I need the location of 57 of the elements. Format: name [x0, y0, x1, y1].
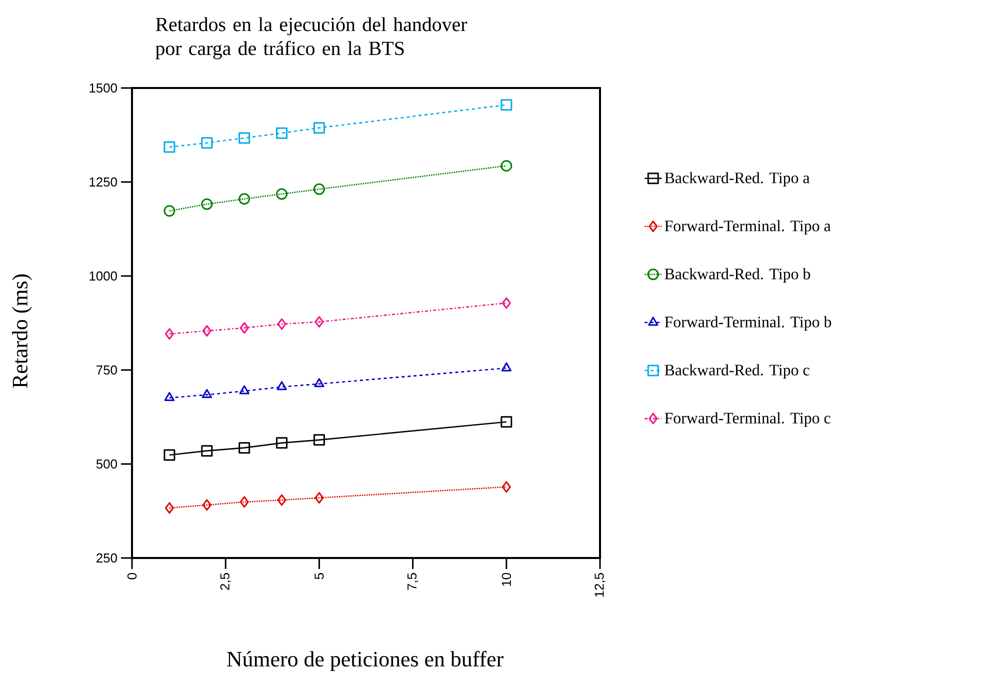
point	[276, 381, 287, 390]
x-tick-label: 10	[502, 573, 511, 586]
point	[240, 496, 249, 508]
point	[202, 389, 212, 398]
point	[313, 434, 325, 446]
y-tick-label: 1250	[90, 177, 117, 187]
point	[500, 416, 512, 428]
point	[314, 378, 324, 388]
point	[202, 325, 212, 337]
legend-label: Backward-Red. Tipo a	[664, 172, 810, 187]
point	[164, 392, 175, 402]
x-tick-label: 0	[127, 573, 137, 580]
point	[276, 127, 288, 139]
point	[314, 492, 324, 504]
point	[164, 502, 174, 514]
point	[239, 385, 250, 394]
y-axis-title: Retardo (ms)	[12, 274, 32, 388]
x-axis-title: Número de peticiones en buffer	[227, 650, 504, 672]
y-tick-label: 750	[96, 365, 117, 375]
point	[164, 141, 176, 153]
point	[202, 499, 212, 511]
point	[314, 316, 324, 328]
x-tick-label: 5	[314, 573, 324, 580]
point	[201, 198, 213, 210]
point	[277, 494, 286, 506]
y-tick-label: 500	[96, 459, 117, 469]
legend-label: Backward-Red. Tipo b	[664, 268, 810, 283]
point	[238, 193, 250, 205]
x-tick-label: 7,5	[408, 573, 418, 590]
point	[164, 449, 176, 461]
y-tick-label: 1000	[90, 271, 117, 281]
y-tick-label: 250	[96, 553, 117, 563]
chart-title: Retardos en la ejecución del handover por carga de tráfico en la BTS	[156, 17, 468, 60]
legend-label: Forward-Terminal. Tipo b	[664, 316, 832, 331]
point	[276, 188, 288, 200]
point	[277, 318, 286, 330]
y-tick-label: 1500	[90, 83, 117, 93]
point	[502, 481, 511, 493]
legend-label: Forward-Terminal. Tipo a	[664, 220, 831, 235]
point	[501, 362, 512, 372]
point	[240, 322, 249, 334]
point	[238, 132, 250, 144]
point	[500, 160, 512, 172]
legend-label: Forward-Terminal. Tipo c	[664, 412, 830, 427]
point	[238, 442, 250, 454]
point	[164, 328, 174, 340]
point	[276, 437, 288, 449]
x-tick-label: 12,5	[594, 573, 606, 597]
point	[500, 99, 512, 111]
legend-label: Backward-Red. Tipo c	[664, 364, 810, 379]
point	[502, 297, 511, 309]
x-tick-label: 2,5	[220, 573, 231, 590]
point	[313, 122, 325, 134]
point	[201, 137, 213, 149]
point	[201, 445, 213, 457]
point	[313, 183, 325, 195]
point	[164, 205, 176, 217]
